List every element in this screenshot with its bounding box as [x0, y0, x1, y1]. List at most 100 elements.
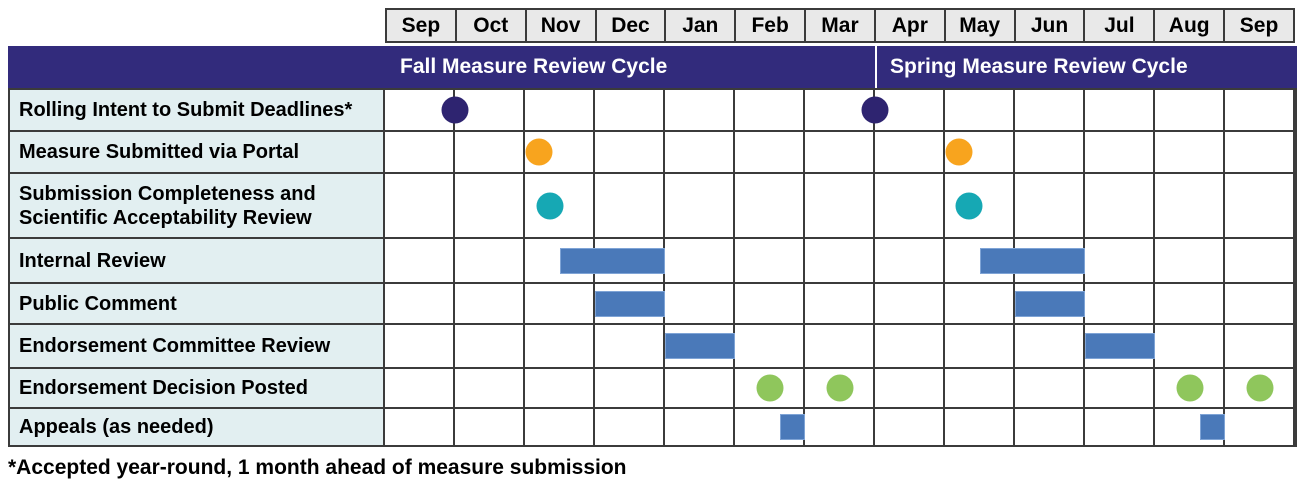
grid-cell — [875, 325, 945, 367]
grid-cell — [665, 239, 735, 282]
table-row: Appeals (as needed) — [10, 409, 1295, 445]
grid-cell — [385, 325, 455, 367]
duration-bar — [560, 247, 665, 274]
grid-cell — [1015, 90, 1085, 130]
grid-cell — [1225, 132, 1295, 172]
grid-cell — [805, 239, 875, 282]
duration-bar — [595, 290, 665, 317]
grid-cell — [665, 284, 735, 323]
grid-cell — [735, 174, 805, 237]
table-row: Measure Submitted via Portal — [10, 132, 1295, 174]
grid-cell — [875, 90, 945, 130]
grid-cell — [1225, 174, 1295, 237]
month-header-cell: Jun — [1015, 8, 1086, 43]
milestone-dot — [955, 192, 983, 219]
grid-cell — [875, 132, 945, 172]
grid-cell — [1015, 325, 1085, 367]
grid-cell — [1225, 90, 1295, 130]
month-header-row: Sep Oct Nov Dec Jan Feb Mar Apr May Jun Jul Aug Sep — [385, 8, 1295, 43]
grid-cell — [1225, 325, 1295, 367]
grid-cell — [595, 174, 665, 237]
grid-cell — [1085, 369, 1155, 407]
grid-cell — [875, 239, 945, 282]
month-header-cell: Jul — [1085, 8, 1156, 43]
table-row: Endorsement Committee Review — [10, 325, 1295, 369]
table-row: Rolling Intent to Submit Deadlines* — [10, 90, 1295, 132]
grid-cell — [805, 284, 875, 323]
grid-cell — [945, 369, 1015, 407]
grid-cell — [875, 174, 945, 237]
grid-cell — [875, 369, 945, 407]
grid-cell — [525, 325, 595, 367]
grid-cell — [595, 90, 665, 130]
grid-cell — [385, 284, 455, 323]
row-label: Endorsement Committee Review — [10, 325, 385, 367]
grid-cell — [1225, 369, 1295, 407]
month-header-cell: Jan — [666, 8, 737, 43]
duration-bar — [665, 333, 735, 359]
appeals-marker — [780, 414, 805, 440]
grid-cell — [595, 409, 665, 445]
cycle-label: Fall Measure Review Cycle — [400, 55, 668, 78]
grid-cell — [595, 325, 665, 367]
cycle-divider-line — [875, 46, 877, 88]
grid-cell — [455, 132, 525, 172]
milestone-dot — [756, 374, 784, 402]
row-timeline — [385, 325, 1295, 367]
grid-cell — [1225, 284, 1295, 323]
row-label: Submission Completeness and Scientific A… — [10, 174, 385, 237]
row-label: Internal Review — [10, 239, 385, 282]
grid-cell — [1085, 90, 1155, 130]
month-header-cell: Sep — [385, 8, 457, 43]
grid-cell — [735, 325, 805, 367]
row-timeline — [385, 409, 1295, 445]
row-label: Rolling Intent to Submit Deadlines* — [10, 90, 385, 130]
grid-cell — [1015, 132, 1085, 172]
milestone-dot — [826, 374, 854, 402]
appeals-marker — [1200, 414, 1225, 440]
grid-cell — [1085, 239, 1155, 282]
grid-cell — [455, 369, 525, 407]
gantt-body: Rolling Intent to Submit Deadlines* Measu… — [8, 88, 1297, 447]
row-label: Measure Submitted via Portal — [10, 132, 385, 172]
grid-cell — [735, 132, 805, 172]
month-header-cell: Aug — [1155, 8, 1226, 43]
grid-cell — [1015, 369, 1085, 407]
grid-cell — [595, 369, 665, 407]
grid-cell — [525, 132, 595, 172]
grid-cell — [1155, 284, 1225, 323]
row-label: Public Comment — [10, 284, 385, 323]
grid-cell — [665, 90, 735, 130]
grid-cell — [1085, 409, 1155, 445]
grid-cell — [665, 409, 735, 445]
grid-cell — [735, 90, 805, 130]
grid-cell — [875, 284, 945, 323]
grid-cell — [525, 174, 595, 237]
grid-cell — [945, 325, 1015, 367]
grid-cell — [1085, 132, 1155, 172]
grid-cell — [455, 284, 525, 323]
grid-cell — [455, 239, 525, 282]
grid-cell — [1155, 174, 1225, 237]
grid-cell — [945, 174, 1015, 237]
row-timeline — [385, 132, 1295, 172]
grid-cell — [525, 284, 595, 323]
duration-bar — [1085, 333, 1155, 359]
grid-cell — [665, 132, 735, 172]
grid-cell — [385, 239, 455, 282]
duration-bar — [1014, 290, 1085, 317]
grid-cell — [525, 409, 595, 445]
footnote: *Accepted year-round, 1 month ahead of m… — [8, 456, 627, 479]
grid-cell — [1155, 369, 1225, 407]
grid-cell — [875, 409, 945, 445]
grid-cell — [1155, 90, 1225, 130]
milestone-dot — [441, 96, 469, 124]
row-timeline — [385, 239, 1295, 282]
grid-cell — [595, 132, 665, 172]
row-timeline — [385, 90, 1295, 130]
milestone-dot — [536, 192, 563, 219]
grid-cell — [665, 174, 735, 237]
cycle-banner: Fall Measure Review Cycle Spring Measure … — [8, 46, 1297, 88]
table-row: Public Comment — [10, 284, 1295, 325]
